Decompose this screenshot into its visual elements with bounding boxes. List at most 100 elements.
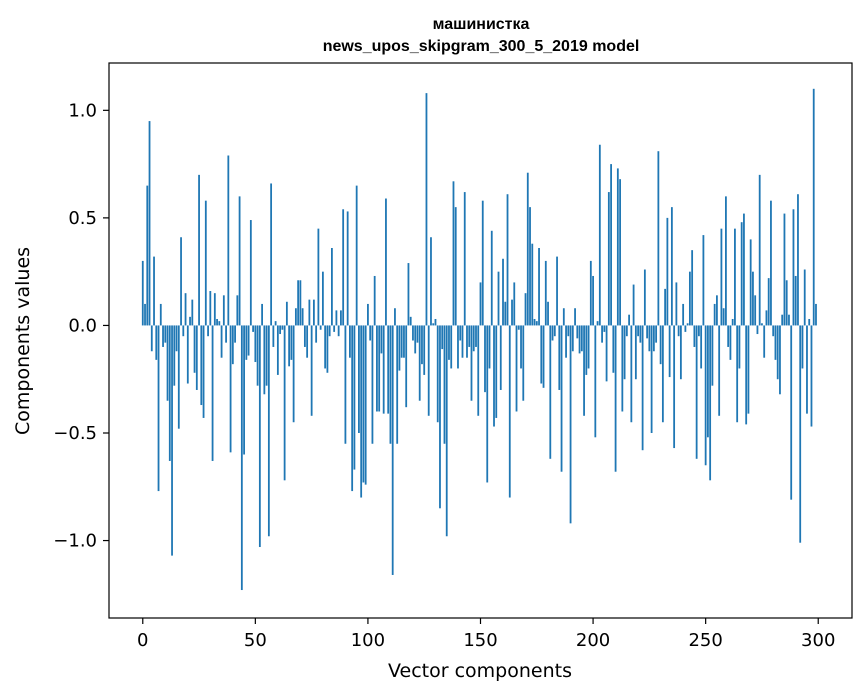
bar-50: [254, 325, 257, 363]
bar-90: [344, 325, 347, 444]
bar-138: [452, 181, 455, 326]
bar-142: [461, 325, 464, 358]
bar-248: [700, 325, 703, 369]
bar-72: [303, 325, 306, 347]
bar-99: [364, 325, 367, 485]
x-tick-label: 0: [137, 630, 148, 651]
bar-67: [292, 325, 295, 423]
bar-152: [484, 325, 486, 393]
bar-83: [328, 325, 331, 337]
bar-203: [598, 144, 601, 326]
bar-41: [234, 325, 236, 343]
x-tick-label: 300: [801, 630, 835, 651]
bar-169: [522, 325, 525, 401]
bar-141: [459, 325, 462, 341]
bar-151: [481, 200, 484, 326]
bar-8: [159, 303, 162, 326]
bar-128: [430, 237, 432, 326]
bar-245: [693, 325, 696, 347]
bar-65: [288, 325, 291, 367]
bar-252: [709, 325, 712, 481]
bar-29: [207, 325, 209, 337]
bar-6: [155, 325, 158, 360]
bar-85: [333, 325, 336, 332]
bar-293: [801, 325, 804, 369]
bar-161: [504, 301, 507, 326]
bar-292: [799, 325, 802, 543]
bar-214: [623, 325, 626, 380]
bar-273: [756, 325, 759, 335]
bar-40: [231, 325, 234, 365]
bar-59: [274, 321, 277, 326]
bar-20: [186, 325, 189, 384]
bar-2: [146, 185, 149, 326]
bar-96: [358, 325, 360, 433]
bar-286: [785, 280, 788, 326]
bar-233: [666, 217, 669, 326]
bar-297: [810, 325, 813, 427]
bar-204: [601, 325, 603, 343]
bar-134: [443, 325, 446, 444]
bar-147: [472, 325, 475, 352]
bar-121: [414, 325, 417, 354]
bar-160: [502, 258, 504, 326]
bar-18: [182, 325, 185, 337]
bar-56: [267, 325, 270, 537]
bar-88: [340, 310, 342, 326]
bar-132: [439, 325, 441, 509]
bar-211: [616, 168, 619, 326]
bar-17: [180, 237, 182, 326]
bar-150: [479, 282, 482, 326]
bar-11: [166, 325, 169, 401]
bar-270: [749, 239, 752, 326]
bar-195: [580, 325, 583, 352]
bar-57: [270, 183, 273, 326]
bar-158: [497, 271, 500, 326]
bar-26: [200, 325, 203, 406]
bar-201: [594, 325, 597, 438]
bar-229: [657, 151, 660, 326]
bar-144: [466, 325, 468, 358]
bar-61: [279, 325, 282, 335]
bar-13: [171, 325, 173, 556]
bar-124: [421, 325, 423, 365]
bar-239: [679, 325, 682, 380]
bar-153: [486, 325, 489, 483]
bar-126: [425, 93, 428, 326]
bar-266: [740, 222, 743, 326]
chart-title-line2: news_upos_skipgram_300_5_2019 model: [323, 38, 640, 55]
bar-25: [198, 174, 200, 326]
bar-288: [790, 325, 793, 500]
bar-294: [803, 269, 806, 326]
bar-108: [385, 198, 387, 326]
bar-261: [729, 325, 732, 360]
bar-177: [540, 325, 543, 384]
bar-279: [770, 200, 772, 326]
bar-120: [412, 325, 414, 341]
bar-175: [535, 321, 538, 326]
x-tick-label: 150: [463, 630, 497, 651]
bar-179: [544, 260, 547, 326]
bar-274: [758, 174, 761, 326]
bar-264: [736, 325, 739, 423]
bar-28: [204, 200, 207, 326]
bar-225: [648, 325, 651, 352]
bar-259: [725, 196, 727, 326]
bar-215: [625, 325, 628, 337]
bar-154: [488, 325, 491, 369]
bar-42: [236, 295, 239, 326]
bar-155: [490, 230, 493, 326]
bar-299: [815, 303, 817, 326]
bar-271: [752, 271, 754, 326]
bar-296: [808, 318, 811, 326]
bar-104: [376, 325, 378, 412]
bar-258: [722, 308, 725, 326]
bar-73: [306, 325, 309, 358]
bar-183: [553, 325, 556, 337]
bar-221: [639, 325, 642, 343]
ticks-group: 0 50 100 150 200 250 300 −1.0 −0.5 0.0 0.5 1.0: [53, 100, 835, 651]
bar-181: [549, 325, 552, 459]
bar-272: [754, 295, 757, 326]
bar-298: [812, 88, 815, 326]
